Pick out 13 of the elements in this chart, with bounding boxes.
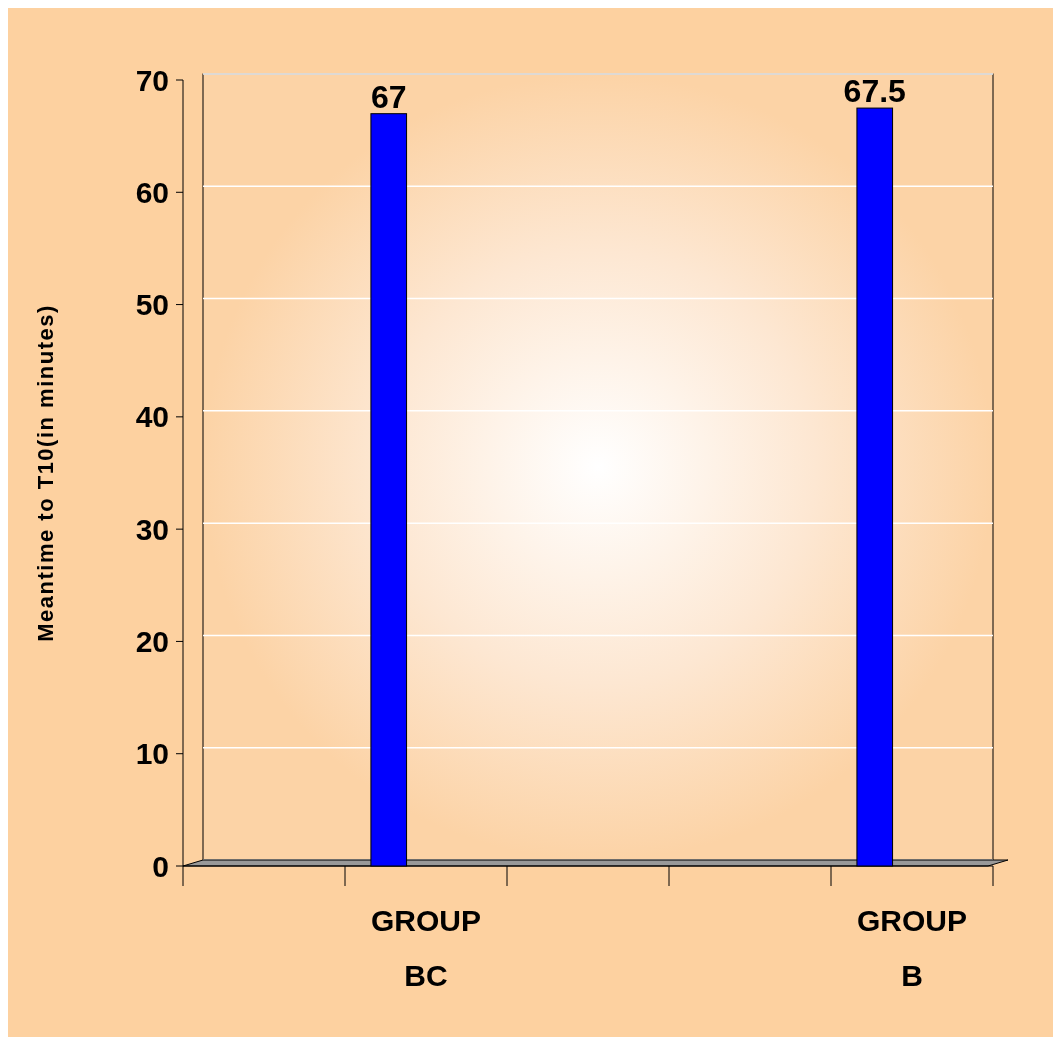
y-tick-label: 40 bbox=[135, 400, 169, 434]
y-tick-label: 0 bbox=[152, 849, 169, 883]
data-label: 67 bbox=[370, 78, 407, 115]
y-tick-label: 10 bbox=[135, 737, 169, 771]
y-axis-title: Meantime to T10(in minutes) bbox=[33, 304, 58, 642]
y-tick-label: 60 bbox=[135, 175, 169, 209]
y-tick-label: 30 bbox=[135, 512, 169, 546]
y-tick-label: 20 bbox=[135, 624, 169, 658]
x-tick-label: GROUP BC bbox=[370, 904, 482, 992]
y-tick-label: 70 bbox=[135, 63, 169, 97]
x-tick-label: GROUP B bbox=[856, 904, 968, 992]
data-label: 67.5 bbox=[843, 73, 906, 110]
y-tick-label: 50 bbox=[135, 288, 169, 322]
